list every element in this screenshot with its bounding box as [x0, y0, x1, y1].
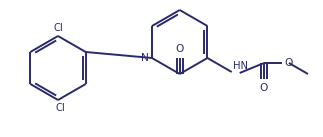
Text: Cl: Cl — [53, 23, 63, 33]
Text: O: O — [175, 44, 184, 54]
Text: Cl: Cl — [55, 103, 65, 113]
Text: HN: HN — [233, 61, 248, 71]
Text: N: N — [141, 53, 149, 63]
Text: O: O — [284, 58, 292, 68]
Text: O: O — [260, 83, 268, 93]
